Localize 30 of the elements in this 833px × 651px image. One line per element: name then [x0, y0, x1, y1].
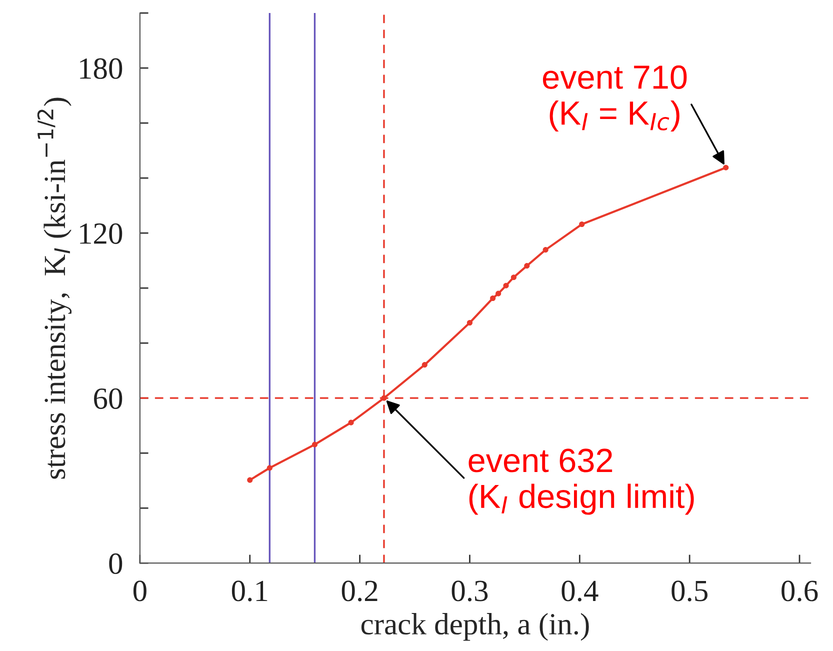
annotation: event 632 (K$_{I}$ design limit)	[468, 448, 694, 515]
point	[503, 282, 509, 288]
x-tick-label: 0.5	[672, 580, 708, 602]
point	[266, 465, 272, 471]
point	[490, 295, 496, 302]
point	[496, 290, 502, 296]
x-tick-label: 0.1	[232, 580, 268, 602]
y-tick-label: 120	[80, 223, 122, 244]
y-axis-title: stress intensity, K$_{I}$ (ksi-in$^{−1/2}$)	[37, 98, 72, 479]
annotation: event 710 (K$_{I}$ = K$_{Ic}$)	[542, 65, 687, 132]
x-tick-label: 0.6	[782, 580, 818, 602]
x-tick-label: 0	[133, 580, 146, 602]
y-tick-label: 0	[109, 553, 122, 574]
point	[510, 274, 516, 280]
point	[381, 395, 387, 401]
point	[723, 164, 729, 170]
point	[524, 263, 530, 269]
point	[247, 477, 253, 483]
y-tick-label: 180	[80, 58, 122, 79]
point	[422, 362, 428, 368]
point	[542, 247, 548, 253]
x-tick-label: 0.2	[342, 580, 378, 602]
x-axis-title: crack depth, a (in.)	[361, 613, 589, 641]
x-tick-label: 0.4	[562, 580, 598, 602]
x-tick-label: 0.3	[452, 580, 488, 602]
point	[466, 320, 473, 326]
point	[312, 442, 318, 448]
point	[348, 420, 354, 426]
point	[579, 221, 585, 228]
y-tick-label: 60	[94, 388, 122, 409]
